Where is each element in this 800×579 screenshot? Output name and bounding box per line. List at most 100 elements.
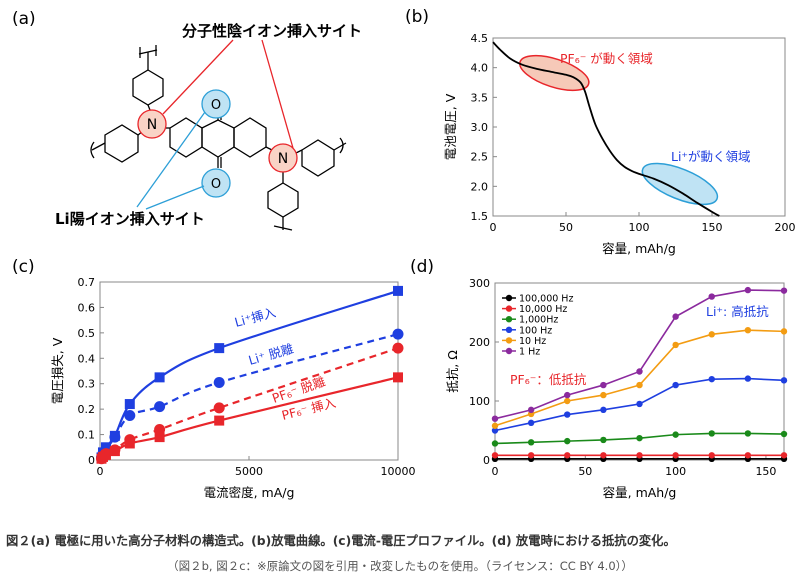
right-phenyl-ring xyxy=(301,139,335,177)
voltage-loss-chart: 0 5000 10000 0 0.1 0.2 0.3 0.4 0.5 0.6 0.7 電流密度, mA… xyxy=(50,276,416,500)
x-tick-label: 100 xyxy=(629,221,650,234)
left-phenyl-ring xyxy=(104,124,139,163)
y-axis-title: 抵抗, Ω xyxy=(445,350,460,393)
data-point-circle xyxy=(213,376,225,388)
data-point xyxy=(744,286,752,294)
data-point xyxy=(744,327,752,334)
data-point xyxy=(636,381,643,389)
data-point xyxy=(527,406,535,414)
figure-caption: 図２(a) 電極に用いた高分子材料の構造式。(b)放電曲線。(c)電流-電圧プロ… xyxy=(6,534,676,548)
data-point xyxy=(672,313,679,320)
data-point xyxy=(744,375,752,382)
legend-swatch-marker xyxy=(505,326,513,333)
data-point xyxy=(744,430,752,437)
bottom-phenyl-ring xyxy=(267,182,299,218)
legend-swatch-marker xyxy=(505,337,513,344)
data-point xyxy=(527,419,535,427)
series-label: Li⁺挿入 xyxy=(233,304,278,329)
data-point xyxy=(564,391,571,399)
data-point xyxy=(708,375,715,383)
data-point xyxy=(600,436,607,444)
li-resistance-annotation: Li⁺: 高抵抗 xyxy=(706,304,769,319)
anion-site-label: 分子性陰イオン挿入サイト xyxy=(182,22,362,40)
y-tick-label: 0.7 xyxy=(78,276,96,289)
li-region-ellipse xyxy=(641,162,719,206)
panel-label-d: (d) xyxy=(410,257,434,277)
data-point xyxy=(708,293,715,300)
nitrogen-atom-left: N xyxy=(147,117,157,133)
anthraquinone-center-ring xyxy=(201,119,235,158)
x-tick-label: 50 xyxy=(578,465,592,478)
x-tick-label: 150 xyxy=(702,221,723,234)
data-point-square xyxy=(154,372,165,383)
data-point xyxy=(527,439,535,446)
data-point xyxy=(636,434,643,442)
x-tick-label: 50 xyxy=(559,221,573,234)
data-point-square xyxy=(393,285,403,296)
data-point-circle xyxy=(154,401,166,413)
data-point xyxy=(672,452,679,459)
data-point xyxy=(708,331,715,338)
data-point xyxy=(780,287,788,294)
discharge-curve-line xyxy=(492,41,720,217)
data-point-square xyxy=(124,438,135,449)
pf6-region-annotation: PF₆⁻ が動く領域 xyxy=(560,51,653,66)
li-site-label: Li陽イオン挿入サイト xyxy=(55,210,205,228)
data-point-square xyxy=(124,399,135,410)
y-tick-label: 0.2 xyxy=(78,403,96,416)
y-tick-label: 2.5 xyxy=(471,151,489,164)
oxygen-atom-bottom: O xyxy=(211,177,221,192)
y-tick-label: 100 xyxy=(469,395,490,408)
series-line-3 xyxy=(100,376,399,460)
oxygen-atom-top: O xyxy=(211,98,221,113)
data-point xyxy=(527,452,535,459)
data-point xyxy=(564,452,571,459)
x-tick-label: 0 xyxy=(97,465,104,478)
panel-label-b: (b) xyxy=(405,7,429,27)
y-tick-label: 0 xyxy=(483,454,490,467)
li-site-highlight-top xyxy=(201,89,231,119)
anthraquinone-right-ring xyxy=(233,117,267,158)
resistance-chart: 0 50 100 150 0 100 200 300 容量, mAh/g 抵抗, Ω 100,000… xyxy=(445,277,788,500)
y-tick-label: 2.0 xyxy=(471,180,489,193)
x-tick-label: 0 xyxy=(492,465,499,478)
data-point xyxy=(780,328,788,335)
y-tick-label: 4.0 xyxy=(471,62,489,75)
legend-swatch-marker xyxy=(505,347,513,355)
data-point xyxy=(564,437,571,445)
discharge-curve-chart: 0 50 100 150 200 1.5 2.0 2.5 3.0 3.5 4.0 4.5 容量, mAh… xyxy=(443,32,796,256)
x-axis-title: 電流密度, mA/g xyxy=(204,485,295,500)
data-point xyxy=(636,452,643,459)
data-point xyxy=(744,452,752,459)
data-point xyxy=(672,381,679,389)
data-point xyxy=(491,452,499,459)
y-tick-label: 300 xyxy=(469,277,490,290)
data-point-circle xyxy=(392,342,404,354)
data-point-circle xyxy=(213,402,225,414)
nitrogen-atom-right: N xyxy=(278,151,288,167)
y-tick-label: 0.5 xyxy=(78,327,96,340)
data-point xyxy=(636,368,643,375)
data-point-square xyxy=(154,432,165,443)
data-point xyxy=(600,391,607,399)
legend-swatch-marker xyxy=(505,294,513,302)
legend-swatch-marker xyxy=(505,305,513,312)
anion-site-pointers xyxy=(162,39,294,149)
legend-entry: 100,000 Hz xyxy=(519,294,573,305)
data-point xyxy=(780,452,788,459)
data-point-square xyxy=(393,372,403,383)
li-site-highlight-bottom xyxy=(201,168,231,198)
y-tick-label: 3.5 xyxy=(471,91,489,104)
y-axis-title: 電圧損失, V xyxy=(50,337,65,404)
pf6-resistance-annotation: PF₆⁻：低抵抗 xyxy=(510,372,587,387)
x-tick-label: 200 xyxy=(775,221,796,234)
x-axis-title: 容量, mAh/g xyxy=(602,241,676,256)
x-tick-label: 10000 xyxy=(381,465,416,478)
data-point xyxy=(708,430,715,437)
data-point xyxy=(491,440,499,447)
data-point xyxy=(636,400,643,408)
li-site-pointers xyxy=(136,111,206,210)
data-point-circle xyxy=(124,410,136,421)
y-axis-title: 電池電圧, V xyxy=(443,93,458,160)
data-point xyxy=(491,422,499,429)
